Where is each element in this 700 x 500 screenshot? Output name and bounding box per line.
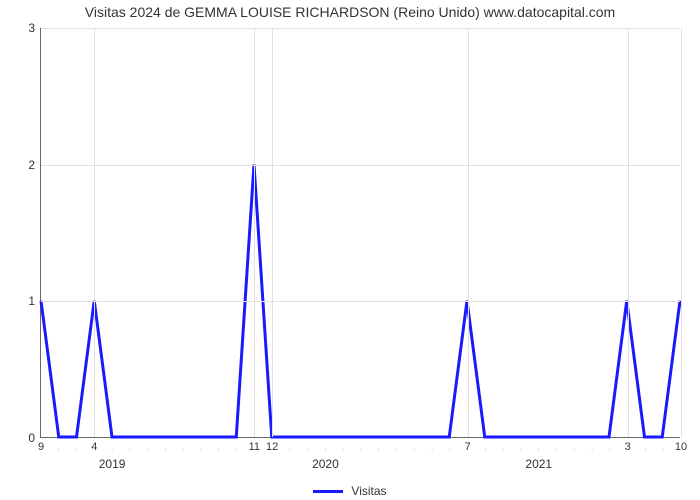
x-minor-tick: · <box>449 445 452 454</box>
x-tick-label: 11 <box>249 441 260 453</box>
x-minor-tick: · <box>235 445 238 454</box>
x-year-label: 2020 <box>312 457 339 471</box>
x-minor-tick: · <box>217 445 220 454</box>
x-minor-tick: · <box>484 445 487 454</box>
x-minor-tick: · <box>129 445 132 454</box>
gridline-horizontal <box>41 165 680 166</box>
gridline-horizontal <box>41 301 680 302</box>
chart-container: Visitas 2024 de GEMMA LOUISE RICHARDSON … <box>0 0 700 500</box>
x-minor-tick: · <box>502 445 505 454</box>
legend-swatch <box>313 490 343 493</box>
gridline-vertical <box>272 28 273 437</box>
x-minor-tick: · <box>200 445 203 454</box>
x-minor-tick: · <box>306 445 309 454</box>
gridline-vertical <box>628 28 629 437</box>
line-series <box>41 28 680 437</box>
x-year-label: 2019 <box>99 457 126 471</box>
x-minor-tick: · <box>431 445 434 454</box>
x-tick-label: 10 <box>675 441 687 453</box>
x-minor-tick: · <box>573 445 576 454</box>
legend: Visitas <box>0 484 700 498</box>
x-minor-tick: · <box>413 445 416 454</box>
x-minor-tick: · <box>555 445 558 454</box>
gridline-horizontal <box>41 28 680 29</box>
gridline-vertical <box>468 28 469 437</box>
x-minor-tick: · <box>75 445 78 454</box>
x-tick-label: 4 <box>91 441 97 453</box>
x-minor-tick: · <box>395 445 398 454</box>
y-tick-label: 1 <box>28 294 35 308</box>
gridline-vertical <box>681 28 682 437</box>
y-tick-label: 2 <box>28 158 35 172</box>
x-minor-tick: · <box>609 445 612 454</box>
x-minor-tick: · <box>57 445 60 454</box>
legend-label: Visitas <box>351 484 386 498</box>
x-minor-tick: · <box>520 445 523 454</box>
x-minor-tick: · <box>662 445 665 454</box>
gridline-vertical <box>94 28 95 437</box>
x-minor-tick: · <box>324 445 327 454</box>
x-tick-label: 9 <box>38 441 44 453</box>
x-tick-label: 12 <box>266 441 278 453</box>
x-minor-tick: · <box>146 445 149 454</box>
x-minor-tick: · <box>182 445 185 454</box>
y-tick-label: 3 <box>28 21 35 35</box>
x-minor-tick: · <box>537 445 540 454</box>
x-tick-label: 3 <box>625 441 631 453</box>
x-tick-label: 7 <box>465 441 471 453</box>
plot-area: 01239411127310··························… <box>40 28 680 438</box>
gridline-vertical <box>254 28 255 437</box>
x-minor-tick: · <box>289 445 292 454</box>
x-minor-tick: · <box>377 445 380 454</box>
chart-title: Visitas 2024 de GEMMA LOUISE RICHARDSON … <box>0 4 700 20</box>
x-minor-tick: · <box>644 445 647 454</box>
x-minor-tick: · <box>360 445 363 454</box>
x-minor-tick: · <box>342 445 345 454</box>
x-year-label: 2021 <box>525 457 552 471</box>
y-tick-label: 0 <box>28 431 35 445</box>
x-minor-tick: · <box>591 445 594 454</box>
x-minor-tick: · <box>164 445 167 454</box>
x-minor-tick: · <box>111 445 114 454</box>
